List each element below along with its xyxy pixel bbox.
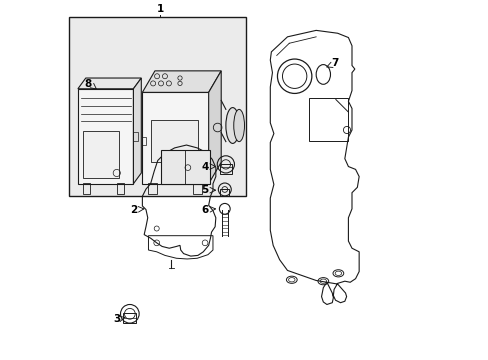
Ellipse shape xyxy=(233,109,244,141)
Bar xyxy=(192,183,201,194)
Bar xyxy=(308,98,347,141)
Bar xyxy=(161,150,209,184)
Bar xyxy=(219,165,231,174)
Bar xyxy=(117,183,124,194)
Polygon shape xyxy=(78,78,141,89)
Bar xyxy=(123,314,136,324)
Text: 1: 1 xyxy=(156,4,163,14)
Text: 7: 7 xyxy=(330,58,338,68)
Text: 6: 6 xyxy=(201,204,208,215)
Polygon shape xyxy=(133,78,141,184)
Text: 8: 8 xyxy=(84,79,91,89)
Polygon shape xyxy=(142,71,221,93)
Ellipse shape xyxy=(225,108,239,143)
Bar xyxy=(133,132,138,141)
Text: 3: 3 xyxy=(113,314,121,324)
Text: 2: 2 xyxy=(130,204,138,215)
Text: 5: 5 xyxy=(201,185,208,195)
Bar xyxy=(151,120,198,162)
Polygon shape xyxy=(208,71,221,184)
Text: 4: 4 xyxy=(201,162,208,171)
Polygon shape xyxy=(78,89,133,184)
Bar xyxy=(220,189,229,196)
Bar xyxy=(83,183,90,194)
Bar xyxy=(83,131,119,178)
Bar xyxy=(147,183,156,194)
Bar xyxy=(69,17,246,196)
Bar xyxy=(142,138,145,145)
Polygon shape xyxy=(142,93,208,184)
